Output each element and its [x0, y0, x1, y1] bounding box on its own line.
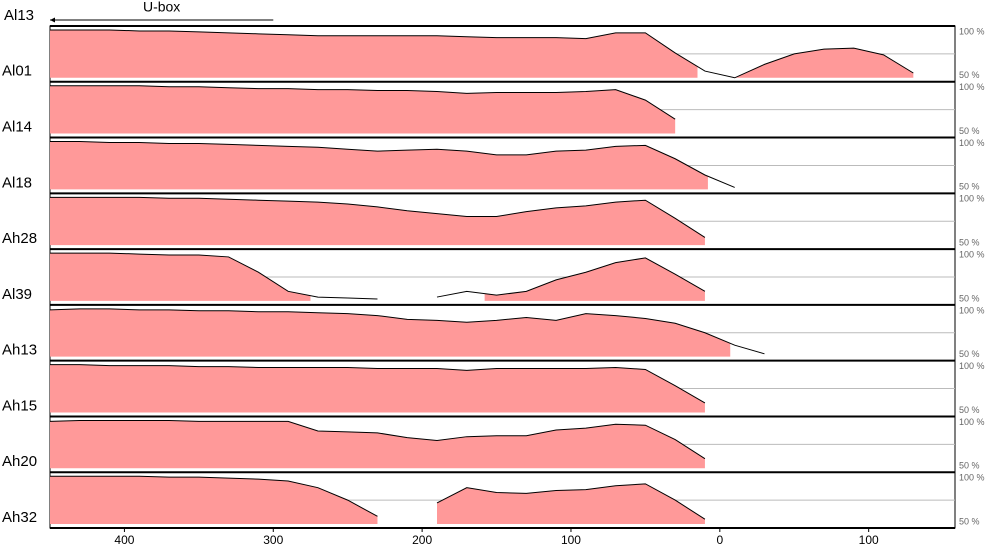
- y-tick-label: 100 %: [959, 305, 985, 315]
- y-tick-label: 100 %: [959, 138, 985, 148]
- conservation-line: [50, 141, 735, 188]
- annotation-label: U-box: [143, 0, 180, 15]
- y-tick-label: 100 %: [959, 82, 985, 92]
- y-tick-label: 100 %: [959, 249, 985, 259]
- conservation-line: [50, 196, 706, 238]
- conserved-area: [50, 253, 705, 301]
- x-tick-label: 400: [114, 533, 134, 547]
- y-tick-label: 50 %: [959, 70, 980, 80]
- conserved-area: [50, 476, 705, 524]
- panel-name: Al18: [2, 174, 32, 191]
- y-tick-label: 50 %: [959, 182, 980, 192]
- panel-name: Al01: [2, 63, 32, 80]
- annotation-arrow: [50, 17, 55, 23]
- panel-name: Al39: [2, 286, 32, 303]
- top-label: Al13: [4, 7, 34, 24]
- panel-name: Ah32: [2, 509, 37, 526]
- conserved-area: [50, 197, 705, 246]
- y-tick-label: 100 %: [959, 194, 985, 204]
- x-tick-label: 100: [561, 533, 581, 547]
- panel-name: Ah20: [2, 453, 37, 470]
- conservation-line: [50, 364, 706, 404]
- conserved-area: [50, 308, 731, 357]
- x-tick-label: 0: [716, 533, 723, 547]
- conserved-area: [50, 364, 705, 413]
- x-tick-label: 100: [859, 533, 879, 547]
- y-tick-label: 50 %: [959, 126, 980, 136]
- panel-name: Al14: [2, 119, 32, 136]
- panel-name: Ah13: [2, 342, 37, 359]
- conservation-line: [50, 29, 914, 79]
- y-tick-label: 50 %: [959, 461, 980, 471]
- conserved-area: [50, 30, 914, 78]
- y-tick-label: 50 %: [959, 237, 980, 247]
- y-tick-label: 50 %: [959, 349, 980, 359]
- y-tick-label: 50 %: [959, 516, 980, 526]
- panel-name: Ah15: [2, 397, 37, 414]
- conserved-area: [50, 85, 676, 134]
- panel-name: Ah28: [2, 230, 37, 247]
- conservation-line: [50, 475, 706, 520]
- x-tick-label: 200: [412, 533, 432, 547]
- y-tick-label: 50 %: [959, 405, 980, 415]
- conservation-line: [49, 308, 765, 355]
- y-tick-label: 100 %: [959, 361, 985, 371]
- y-tick-label: 100 %: [959, 473, 985, 483]
- y-tick-label: 100 %: [959, 417, 985, 427]
- conservation-line: [50, 252, 706, 300]
- conserved-area: [50, 420, 705, 469]
- x-tick-label: 300: [263, 533, 283, 547]
- conserved-area: [50, 141, 708, 190]
- conservation-line: [50, 85, 676, 120]
- y-tick-label: 100 %: [959, 26, 985, 36]
- y-tick-label: 50 %: [959, 293, 980, 303]
- conservation-line: [49, 419, 706, 460]
